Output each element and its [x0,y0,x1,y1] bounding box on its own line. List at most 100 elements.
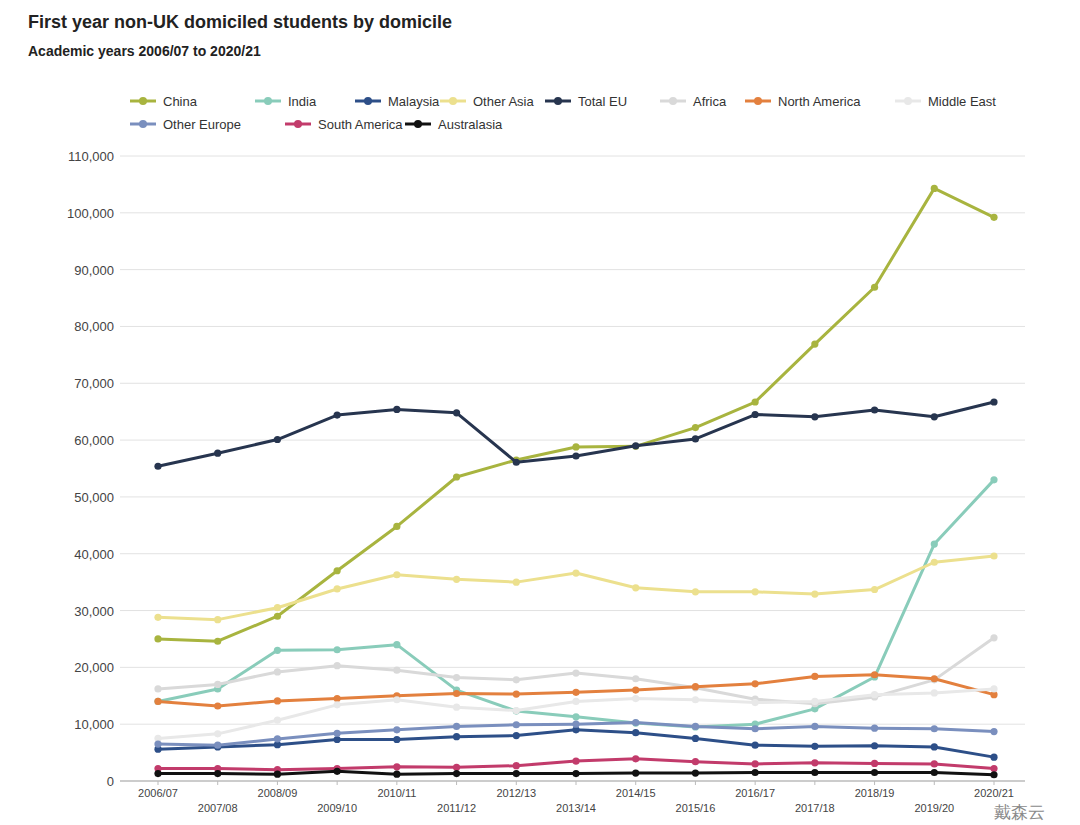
legend-label: China [163,94,198,109]
data-point [393,406,400,413]
data-point [811,743,818,750]
data-point [572,569,579,576]
data-point [214,616,221,623]
data-point [154,635,161,642]
data-point [334,701,341,708]
y-tick-label: 100,000 [67,206,114,221]
grid-line [120,212,1025,213]
data-point [154,698,161,705]
data-point [513,579,520,586]
legend-marker [139,120,147,128]
x-tick [158,781,159,785]
data-point [871,760,878,767]
series [154,768,997,779]
legend-label: Total EU [578,94,627,109]
x-tick-label: 2010/11 [377,787,416,799]
data-point [274,735,281,742]
data-point [990,634,997,641]
series [154,476,997,730]
data-point [334,646,341,653]
x-tick-label: 2009/10 [317,802,357,814]
data-point [931,559,938,566]
y-tick-label: 30,000 [74,604,114,619]
data-point [811,413,818,420]
data-point [513,676,520,683]
x-tick-label: 2017/18 [795,802,835,814]
legend-marker [904,97,912,105]
series-line [158,188,994,641]
data-point [931,760,938,767]
legend-label: India [288,94,317,109]
x-tick [874,781,875,785]
x-tick [695,781,696,785]
data-point [453,770,460,777]
data-point [752,588,759,595]
legend-marker [264,97,272,105]
x-tick [217,781,218,785]
grid-line [120,440,1025,441]
series-line [158,402,994,466]
x-tick-label: 2014/15 [616,787,656,799]
chart: First year non-UK domiciled students by … [0,0,1080,825]
data-point [393,771,400,778]
y-tick-label: 20,000 [74,660,114,675]
plot-area [154,185,997,779]
data-point [931,743,938,750]
data-point [752,680,759,687]
data-point [214,770,221,777]
grid-line [120,269,1025,270]
x-tick-label: 2019/20 [914,802,954,814]
x-tick-label: 2011/12 [437,802,476,814]
x-tick [755,781,756,785]
data-point [572,713,579,720]
data-point [752,742,759,749]
legend-marker [554,97,562,105]
x-tick-label: 2012/13 [496,787,536,799]
data-point [871,406,878,413]
data-point [931,769,938,776]
data-point [990,771,997,778]
y-tick-label: 110,000 [68,149,114,164]
data-point [334,411,341,418]
y-tick-label: 60,000 [74,433,114,448]
data-point [572,689,579,696]
x-tick [934,781,935,785]
data-point [393,763,400,770]
data-point [871,586,878,593]
y-tick-label: 40,000 [74,547,114,562]
data-point [572,443,579,450]
data-point [871,284,878,291]
data-point [214,450,221,457]
x-tick-label: 2016/17 [735,787,775,799]
y-tick-label: 80,000 [74,319,114,334]
grid-line [120,156,1025,157]
data-point [334,736,341,743]
data-point [632,769,639,776]
data-point [572,758,579,765]
subtitle: Academic years 2006/07 to 2020/21 [28,43,261,59]
series [154,185,997,645]
data-point [274,668,281,675]
data-point [931,675,938,682]
series-line [158,675,994,706]
data-point [154,614,161,621]
x-tick [576,781,577,785]
data-point [752,760,759,767]
data-point [572,770,579,777]
data-point [752,769,759,776]
data-point [632,443,639,450]
data-point [692,723,699,730]
x-tick-label: 2013/14 [556,802,596,814]
y-tick-label: 0 [107,774,114,789]
data-point [513,708,520,715]
series [154,671,997,709]
data-point [752,398,759,405]
data-point [990,754,997,761]
data-point [154,685,161,692]
data-point [393,571,400,578]
legend-marker [294,120,302,128]
x-tick [396,781,397,785]
data-point [274,613,281,620]
data-point [513,690,520,697]
data-point [811,590,818,597]
